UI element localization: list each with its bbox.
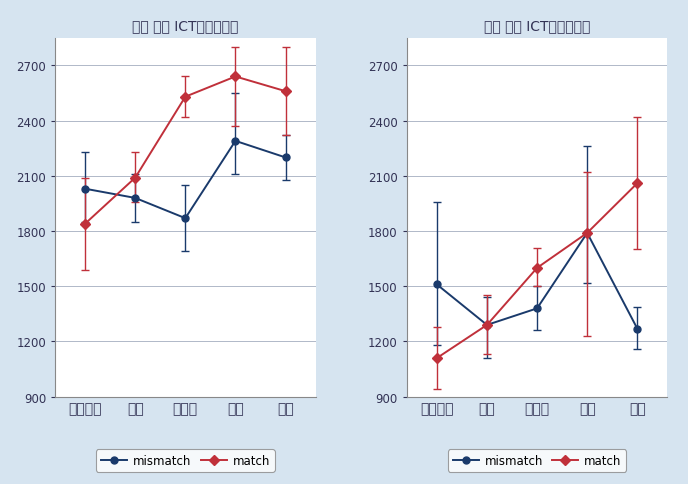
Title: 賃金 男性 ICTスキル保有: 賃金 男性 ICTスキル保有 — [132, 19, 239, 33]
Title: 賃金 女性 ICTスキル保有: 賃金 女性 ICTスキル保有 — [484, 19, 590, 33]
Legend: mismatch, match: mismatch, match — [448, 449, 626, 472]
Legend: mismatch, match: mismatch, match — [96, 449, 275, 472]
